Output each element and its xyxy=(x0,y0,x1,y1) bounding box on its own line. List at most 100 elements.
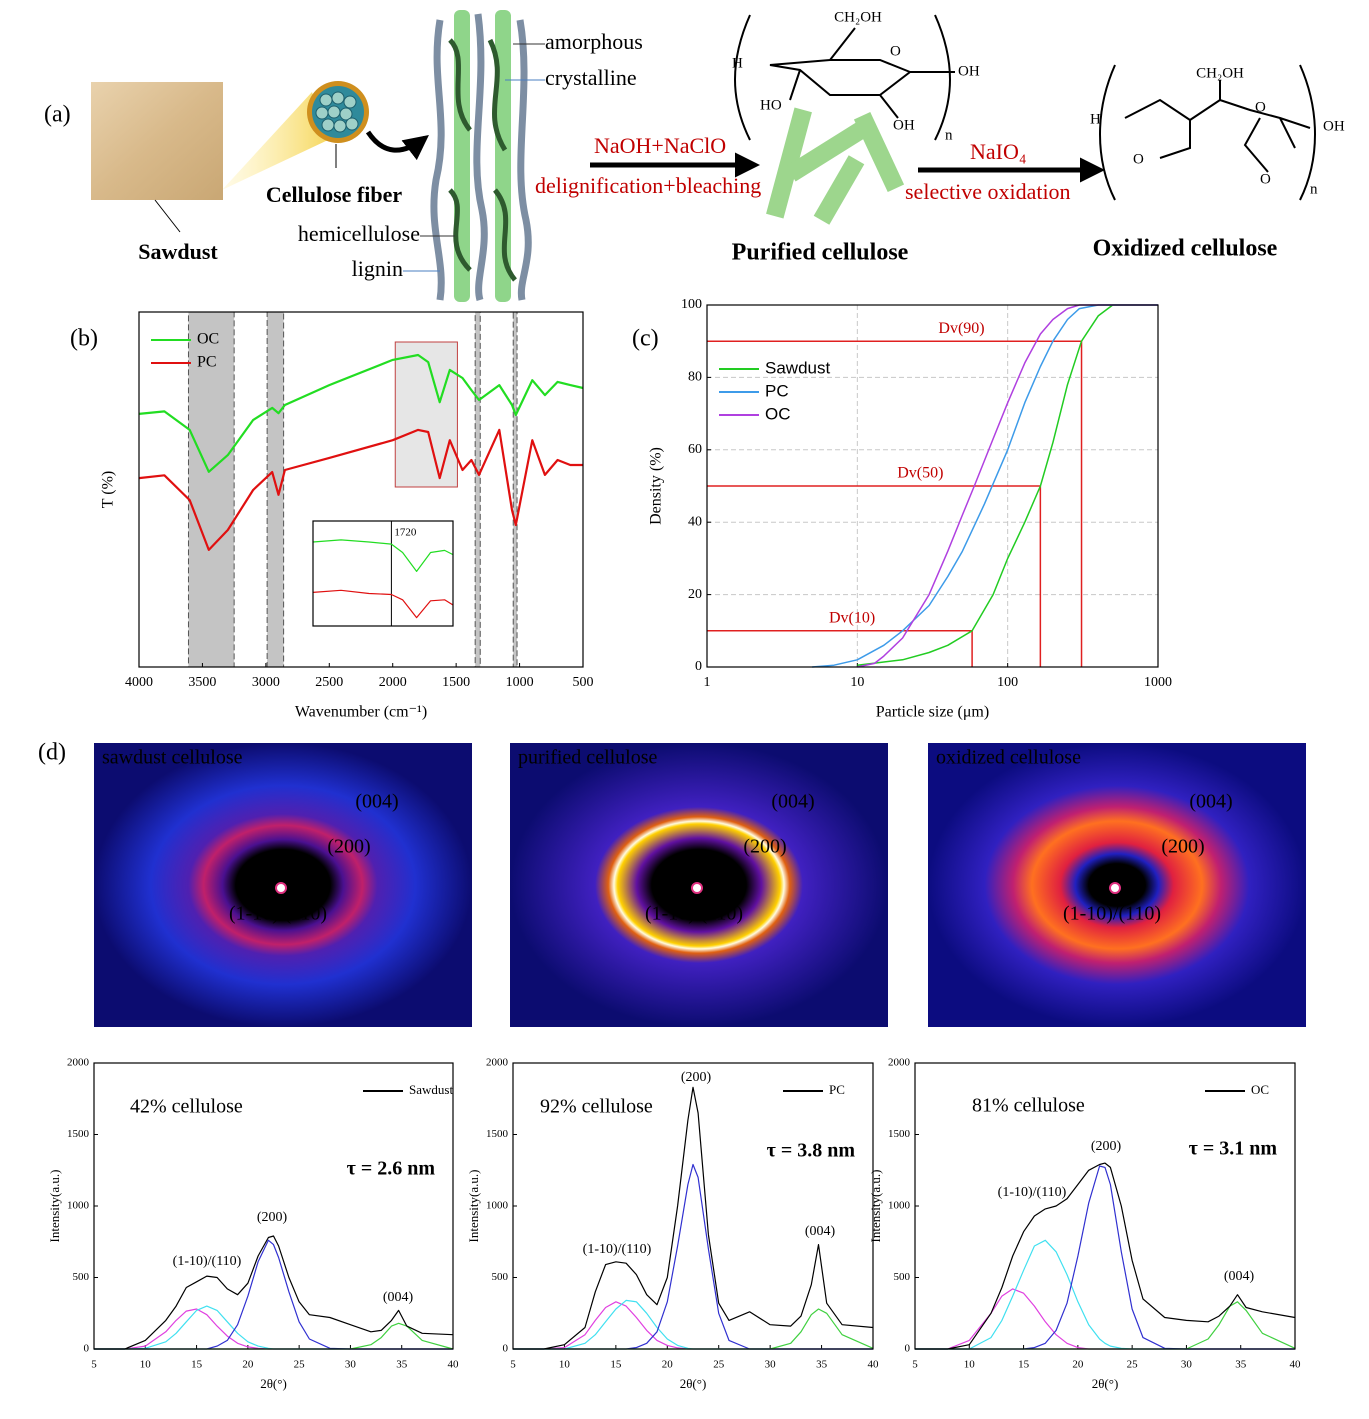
x-tick-label: 35 xyxy=(396,1359,408,1371)
peak-label: (004) xyxy=(771,791,814,813)
data-line xyxy=(94,1235,454,1350)
x-tick-label: 40 xyxy=(1290,1359,1302,1371)
annotation: 81% cellulose xyxy=(972,1095,1085,1117)
y-tick-label: 1500 xyxy=(67,1128,90,1140)
step-label: selective oxidation xyxy=(905,179,1071,204)
annotation: (200) xyxy=(1091,1139,1122,1154)
x-tick-label: 1500 xyxy=(442,675,470,690)
image-title: sawdust cellulose xyxy=(102,747,243,769)
legend-label: PC xyxy=(829,1082,845,1097)
data-line xyxy=(94,1322,454,1350)
data-line xyxy=(312,539,454,572)
chem-labels: CH₂OH H O OH O O n xyxy=(1090,65,1345,197)
annotation: (1-10)/(110) xyxy=(998,1185,1067,1200)
annotation: 42% cellulose xyxy=(130,1096,243,1118)
y-tick-label: 1000 xyxy=(486,1200,509,1212)
x-tick-label: 20 xyxy=(242,1359,254,1371)
y-tick-label: 500 xyxy=(73,1271,90,1283)
peak-label: (200) xyxy=(1161,836,1204,858)
y-tick-label: 60 xyxy=(688,442,702,457)
image-title: oxidized cellulose xyxy=(936,747,1081,769)
x-tick-label: 10 xyxy=(850,675,864,690)
annotation: τ = 2.6 nm xyxy=(347,1158,436,1180)
x-tick-label: 5 xyxy=(912,1359,918,1371)
x-tick-label: 500 xyxy=(573,675,594,690)
annotation: 92% cellulose xyxy=(540,1096,653,1118)
shaded-region xyxy=(512,311,518,668)
x-axis-label: Wavenumber (cm⁻¹) xyxy=(295,704,427,721)
panel-label: (c) xyxy=(632,326,659,352)
x-tick-label: 20 xyxy=(1072,1359,1084,1371)
chem-label: n xyxy=(1310,181,1318,197)
data-line xyxy=(513,1299,873,1350)
chem-label: H xyxy=(1090,111,1101,127)
y-axis-label: Intensity(a.u.) xyxy=(868,1170,883,1243)
data-line xyxy=(915,1301,1296,1350)
x-tick-label: 30 xyxy=(345,1359,357,1371)
y-tick-label: 1500 xyxy=(888,1128,911,1140)
legend-label: Sawdust xyxy=(409,1082,453,1097)
y-axis-label: Intensity(a.u.) xyxy=(47,1170,62,1243)
hemicellulose-label: hemicellulose xyxy=(298,221,420,246)
y-tick-label: 20 xyxy=(688,587,702,602)
legend-label: OC xyxy=(1251,1082,1269,1097)
y-tick-label: 100 xyxy=(681,297,702,312)
sawdust-label: Sawdust xyxy=(138,239,218,264)
annotation: (004) xyxy=(1224,1269,1255,1284)
data-line xyxy=(915,1162,1296,1350)
x-tick-label: 100 xyxy=(997,675,1018,690)
y-tick-label: 2000 xyxy=(888,1057,911,1069)
x-tick-label: 3000 xyxy=(252,675,280,690)
y-tick-label: 40 xyxy=(688,514,702,529)
step-label: delignification+bleaching xyxy=(535,173,761,198)
fiber-strands xyxy=(430,10,532,302)
lignin-label: lignin xyxy=(352,256,403,281)
marker-label: 1720 xyxy=(394,527,417,539)
reference-label: Dv(10) xyxy=(829,609,875,626)
x-tick-label: 5 xyxy=(91,1359,97,1371)
shaded-region xyxy=(266,311,285,668)
annotation: (1-10)/(110) xyxy=(173,1254,242,1269)
chem-label: O xyxy=(1133,151,1144,167)
step-label: NaIO₄ xyxy=(970,139,1027,164)
chem-label: n xyxy=(945,127,953,143)
chem-labels: CH₂OH H O OH HO OH n xyxy=(732,9,980,143)
chart: 0 500 1000 1500 2000 5 10 15 20 25 30 35 40 2θ(°) Inte… xyxy=(466,1057,879,1391)
data-line xyxy=(138,353,584,473)
data-line xyxy=(513,1163,873,1350)
y-axis-label: Density (%) xyxy=(648,447,665,525)
chem-label: OH xyxy=(958,63,980,79)
diagram: Sawdust Cellulose fiber amorphous crysta… xyxy=(91,9,1345,302)
chem-label: CH₂OH xyxy=(1196,65,1244,81)
y-tick-label: 2000 xyxy=(67,1057,90,1069)
y-tick-label: 80 xyxy=(688,370,702,385)
y-tick-label: 0 xyxy=(84,1343,90,1355)
x-axis-label: Particle size (μm) xyxy=(876,704,989,721)
zoom-beam xyxy=(222,92,328,190)
chem-label: O xyxy=(890,43,901,59)
chart: 1720 xyxy=(312,520,454,627)
peak-label: (1-10)/(110) xyxy=(229,903,327,925)
peak-label: (1-10)/(110) xyxy=(1063,903,1161,925)
chem-label: OH xyxy=(1323,118,1345,134)
x-tick-label: 15 xyxy=(1018,1359,1030,1371)
annotation: (200) xyxy=(257,1210,288,1225)
plot-frame xyxy=(914,1062,1296,1350)
chart: 0 500 1000 1500 2000 5 10 15 20 25 30 35 40 2θ(°) Inte… xyxy=(47,1057,459,1391)
chem-label: HO xyxy=(760,97,782,113)
crystalline-label: crystalline xyxy=(545,65,637,90)
fiber-label: Cellulose fiber xyxy=(266,182,402,207)
legend-label: OC xyxy=(765,404,791,423)
data-line xyxy=(857,304,1158,668)
x-axis-label: 2θ(°) xyxy=(680,1376,707,1391)
reference-label: Dv(90) xyxy=(938,320,984,337)
x-axis-label: 2θ(°) xyxy=(1092,1376,1119,1391)
annotation: (200) xyxy=(681,1070,712,1085)
panel-label: (d) xyxy=(38,740,66,766)
x-tick-label: 25 xyxy=(713,1359,725,1371)
legend-label: PC xyxy=(765,381,789,400)
peak-label: (200) xyxy=(327,836,370,858)
chem-label: H xyxy=(732,55,743,71)
chem-label: O xyxy=(1255,99,1266,115)
